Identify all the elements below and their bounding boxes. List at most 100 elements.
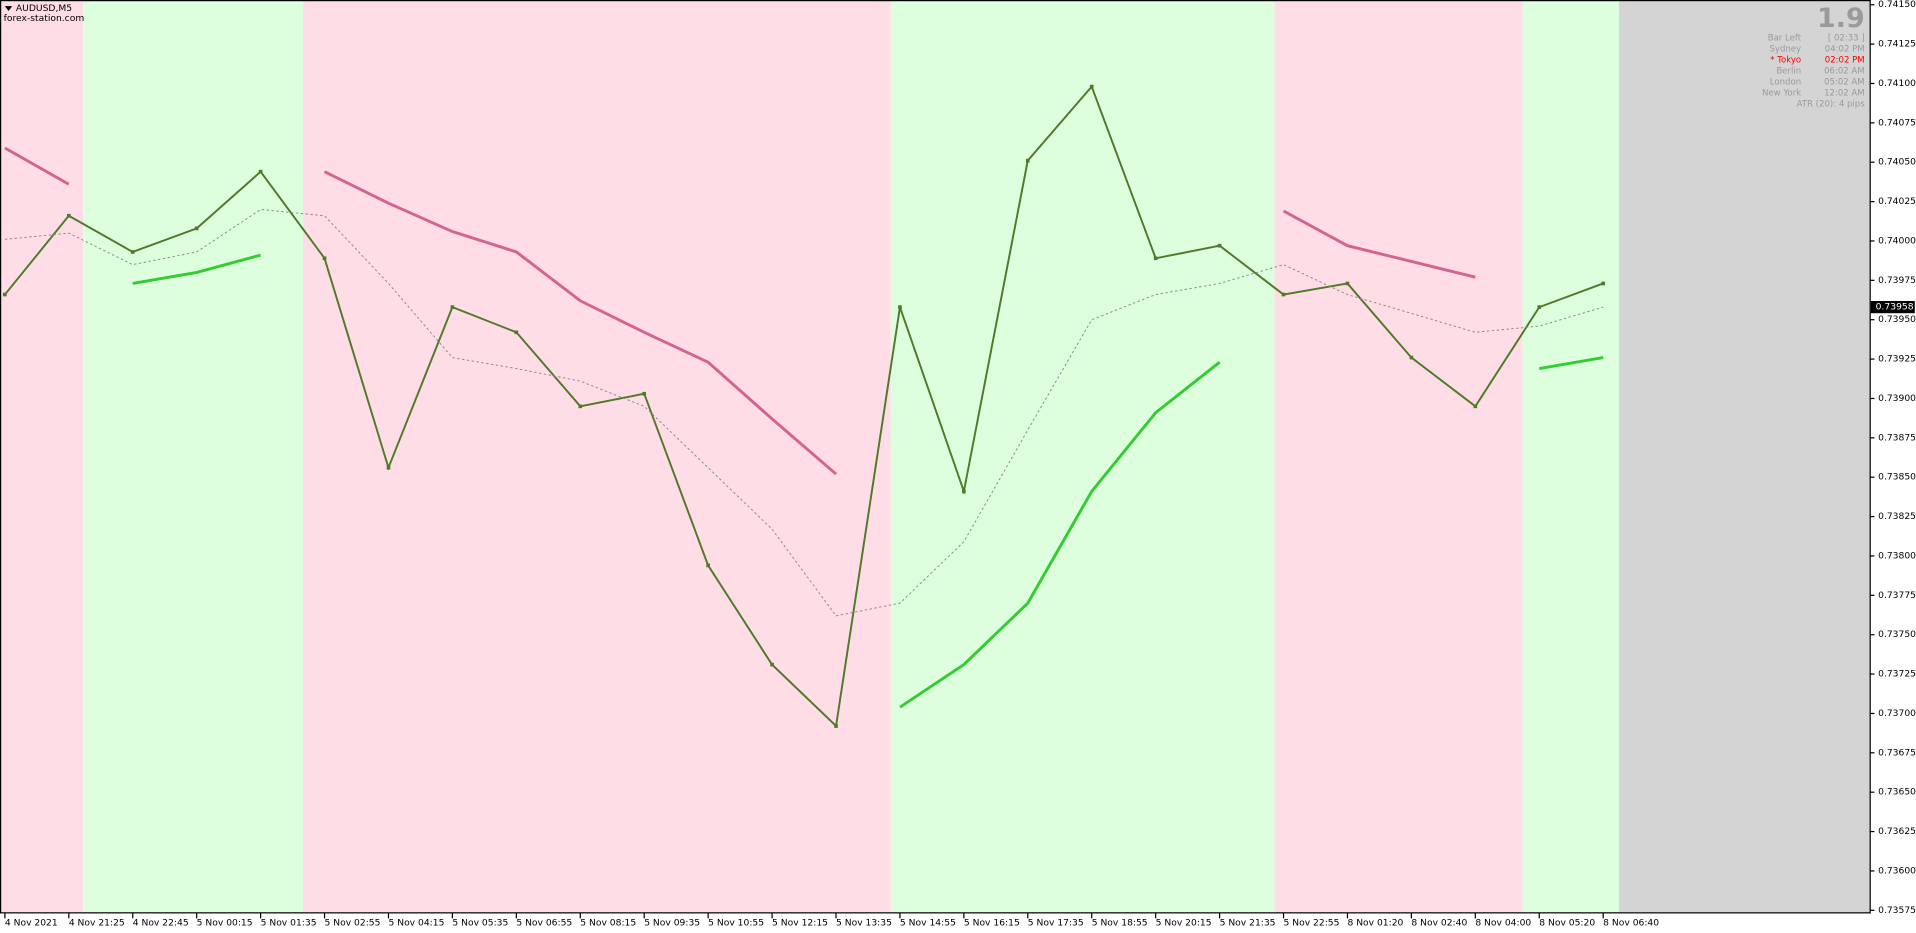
y-tick-label: 0.73700 [1878, 708, 1916, 719]
price-point [1409, 355, 1414, 360]
price-tag-label: 0.73958 [1876, 302, 1914, 313]
session-band [1, 1, 84, 913]
y-tick-label: 0.73650 [1878, 787, 1916, 798]
x-tick-label: 5 Nov 08:15 [580, 918, 636, 929]
x-tick-label: 5 Nov 20:15 [1156, 918, 1212, 929]
price-point [130, 250, 135, 254]
session-backgrounds [1, 1, 1870, 913]
info-big-value: 1.9 [1817, 3, 1865, 34]
price-point [1345, 281, 1350, 286]
x-tick-label: 5 Nov 04:15 [388, 918, 444, 929]
y-tick-label: 0.74025 [1878, 196, 1916, 207]
y-tick-label: 0.73575 [1878, 905, 1916, 916]
y-tick-label: 0.73900 [1878, 393, 1916, 404]
future-area [1619, 1, 1870, 913]
price-point [66, 213, 71, 218]
info-value: [ 02:33 ] [1828, 33, 1865, 43]
price-point [258, 169, 263, 174]
info-value: 02:02 PM [1825, 55, 1865, 65]
y-tick-label: 0.74075 [1878, 117, 1916, 128]
price-point [1281, 292, 1286, 297]
y-tick-label: 0.73775 [1878, 590, 1916, 601]
price-point [386, 465, 391, 470]
price-point [1473, 404, 1478, 409]
x-tick-label: 4 Nov 21:25 [69, 918, 125, 929]
price-point [962, 489, 966, 494]
price-line [4, 84, 1604, 729]
info-label: * Tokyo [1770, 55, 1801, 65]
x-tick-label: 5 Nov 22:55 [1284, 918, 1340, 929]
price-point [450, 305, 455, 309]
price-point [706, 563, 710, 568]
ma-line [4, 146, 70, 186]
x-tick-label: 5 Nov 13:35 [836, 918, 892, 929]
x-tick-label: 5 Nov 02:55 [325, 918, 381, 929]
ma-line [132, 253, 262, 285]
ma-line [1539, 356, 1604, 371]
x-tick-label: 5 Nov 00:15 [197, 918, 253, 929]
session-band [83, 1, 304, 913]
x-tick-label: 5 Nov 21:35 [1220, 918, 1276, 929]
y-tick-label: 0.73975 [1878, 275, 1916, 286]
price-point [898, 305, 902, 309]
y-tick-label: 0.73675 [1878, 747, 1916, 758]
x-tick-label: 5 Nov 10:55 [708, 918, 764, 929]
info-footer: ATR (20): 4 pips [1797, 99, 1866, 109]
info-label: Berlin [1776, 66, 1801, 76]
y-tick-label: 0.73825 [1878, 511, 1916, 522]
price-point [514, 330, 519, 335]
x-tick-label: 5 Nov 14:55 [900, 918, 956, 929]
y-tick-label: 0.73600 [1878, 865, 1916, 876]
y-tick-label: 0.74125 [1878, 39, 1916, 50]
x-tick-label: 8 Nov 02:40 [1411, 918, 1467, 929]
chart-layer [3, 84, 1606, 729]
y-tick-label: 0.73925 [1878, 354, 1916, 365]
y-tick-label: 0.73625 [1878, 826, 1916, 837]
session-band [303, 1, 891, 913]
plot-frame [0, 0, 1871, 914]
y-tick-label: 0.74150 [1878, 0, 1916, 10]
x-tick-label: 8 Nov 04:00 [1475, 918, 1531, 929]
menu-arrow [4, 6, 13, 11]
x-tick-label: 5 Nov 05:35 [452, 918, 508, 929]
session-band [1274, 1, 1523, 913]
price-point [1601, 281, 1606, 286]
info-label: New York [1762, 88, 1801, 98]
price-point [770, 662, 774, 667]
y-tick-label: 0.73750 [1878, 629, 1916, 640]
price-point [1089, 84, 1094, 89]
info-value: 04:02 PM [1825, 44, 1865, 54]
price-point [194, 226, 199, 231]
y-tick-label: 0.73725 [1878, 669, 1916, 680]
price-point [642, 391, 647, 396]
y-tick-label: 0.74050 [1878, 157, 1916, 168]
y-tick-label: 0.73875 [1878, 432, 1916, 443]
session-band [890, 1, 1275, 913]
price-point [1217, 243, 1222, 248]
x-tick-label: 4 Nov 22:45 [133, 918, 189, 929]
price-point [3, 292, 7, 297]
y-tick-label: 0.74100 [1878, 78, 1916, 89]
y-tick-label: 0.73950 [1878, 314, 1916, 325]
y-tick-label: 0.73800 [1878, 550, 1916, 561]
ma-line [323, 170, 838, 476]
info-value: 06:02 AM [1824, 66, 1865, 76]
x-tick-label: 4 Nov 2021 [5, 918, 58, 929]
x-tick-label: 5 Nov 18:55 [1092, 918, 1148, 929]
price-point [578, 404, 583, 409]
x-tick-label: 8 Nov 06:40 [1603, 918, 1659, 929]
x-tick-label: 5 Nov 09:35 [644, 918, 700, 929]
ma-line [1282, 209, 1476, 279]
x-tick-label: 5 Nov 12:15 [772, 918, 828, 929]
price-point [834, 724, 838, 728]
x-tick-label: 5 Nov 06:55 [516, 918, 572, 929]
info-label: London [1770, 77, 1801, 87]
info-label: Sydney [1769, 44, 1801, 54]
y-tick-label: 0.73850 [1878, 472, 1916, 483]
ma-line [899, 361, 1221, 709]
info-value: 05:02 AM [1824, 77, 1865, 87]
chart-title: AUDUSD,M5 [16, 3, 72, 14]
price-point [322, 256, 327, 261]
